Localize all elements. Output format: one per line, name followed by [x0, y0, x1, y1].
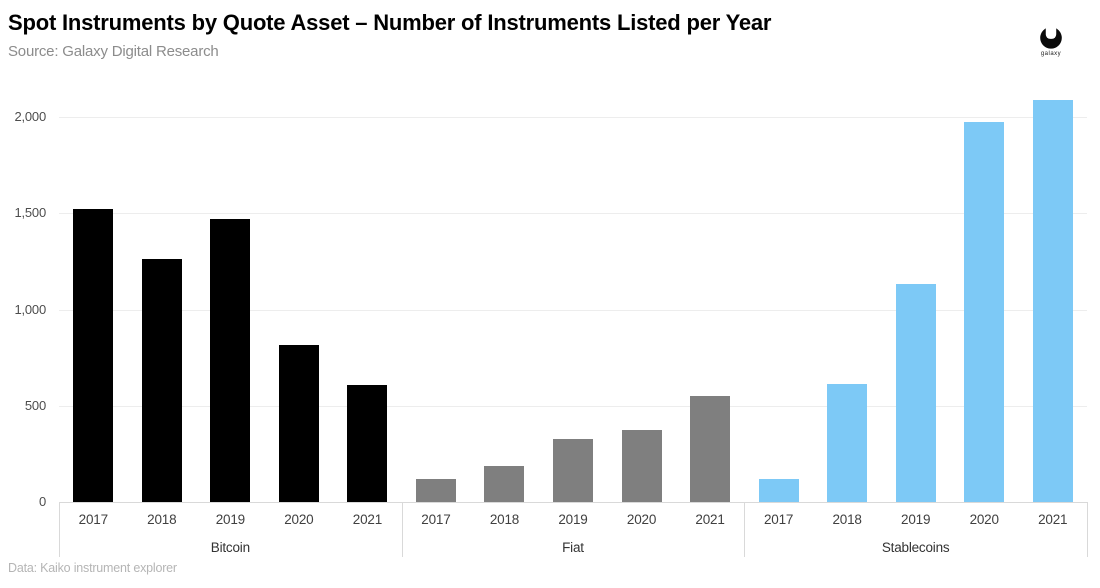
y-tick-label: 0	[38, 494, 46, 509]
bar-stablecoins-2021	[1032, 99, 1073, 502]
data-note: Data: Kaiko instrument explorer	[8, 561, 177, 575]
x-tick-label: 2020	[626, 512, 657, 527]
x-tick-label: 2021	[352, 512, 382, 527]
x-tick-label: 2019	[558, 512, 588, 527]
x-tick-label: 2020	[284, 512, 314, 527]
galaxy-logo-icon	[1040, 26, 1062, 49]
gridline	[59, 309, 1087, 311]
x-tick-label: 2019	[901, 512, 931, 527]
galaxy-logo-text: galaxy	[1040, 51, 1062, 57]
y-tick-label: 1,000	[14, 301, 46, 317]
x-tick-row-bitcoin: 2017 2018 2019 2020 2021	[59, 512, 402, 527]
group-separator	[1087, 502, 1088, 557]
group-separator	[401, 502, 403, 557]
bar-bitcoin-2017	[73, 209, 114, 502]
group-separator	[744, 502, 746, 557]
x-tick-label: 2018	[147, 512, 177, 527]
group-label-fiat: Fiat	[562, 540, 584, 555]
bar-fiat-2018	[484, 466, 525, 502]
y-tick-label: 2,000	[14, 109, 46, 124]
bar-fiat-2019	[552, 439, 593, 502]
group-label-bitcoin: Bitcoin	[210, 540, 250, 555]
x-tick-label: 2021	[1038, 512, 1068, 527]
x-tick-row-fiat: 2017 2018 2019 2020 2021	[402, 512, 745, 527]
x-tick-label: 2021	[695, 512, 725, 527]
bar-stablecoins-2017	[758, 478, 799, 502]
bar-fiat-2017	[415, 478, 456, 502]
bar-group-bitcoin	[59, 0, 402, 502]
x-tick-label: 2018	[489, 512, 520, 527]
bar-group-stablecoins	[744, 0, 1087, 502]
x-tick-label: 2020	[969, 512, 999, 527]
gridline	[59, 405, 1087, 407]
gridline	[59, 117, 1087, 118]
bar-fiat-2020	[621, 429, 662, 502]
chart-source: Source: Galaxy Digital Research	[8, 43, 219, 60]
x-tick-label: 2017	[421, 512, 451, 527]
bar-stablecoins-2019	[895, 284, 936, 502]
bar-group-fiat	[402, 0, 745, 502]
x-axis-line	[59, 502, 1087, 503]
x-tick-label: 2017	[78, 512, 108, 527]
x-tick-row-stablecoins: 2017 2018 2019 2020 2021	[744, 512, 1087, 527]
bar-bitcoin-2021	[347, 384, 388, 502]
x-tick-label: 2018	[832, 512, 862, 527]
group-label-stablecoins: Stablecoins	[881, 540, 950, 555]
bar-stablecoins-2020	[964, 121, 1005, 502]
group-separator	[59, 502, 60, 557]
bar-bitcoin-2019	[210, 219, 251, 502]
x-tick-label: 2019	[215, 512, 245, 527]
y-tick-label: 1,500	[14, 205, 46, 221]
gridline	[59, 213, 1087, 215]
galaxy-logo: galaxy	[1035, 26, 1067, 57]
y-tick-label: 500	[24, 397, 46, 413]
chart-title: Spot Instruments by Quote Asset – Number…	[8, 10, 772, 35]
bar-fiat-2021	[690, 396, 731, 502]
x-tick-label: 2017	[763, 512, 794, 527]
bar-bitcoin-2018	[141, 259, 182, 502]
bar-stablecoins-2018	[827, 383, 868, 502]
bar-bitcoin-2020	[278, 345, 319, 502]
